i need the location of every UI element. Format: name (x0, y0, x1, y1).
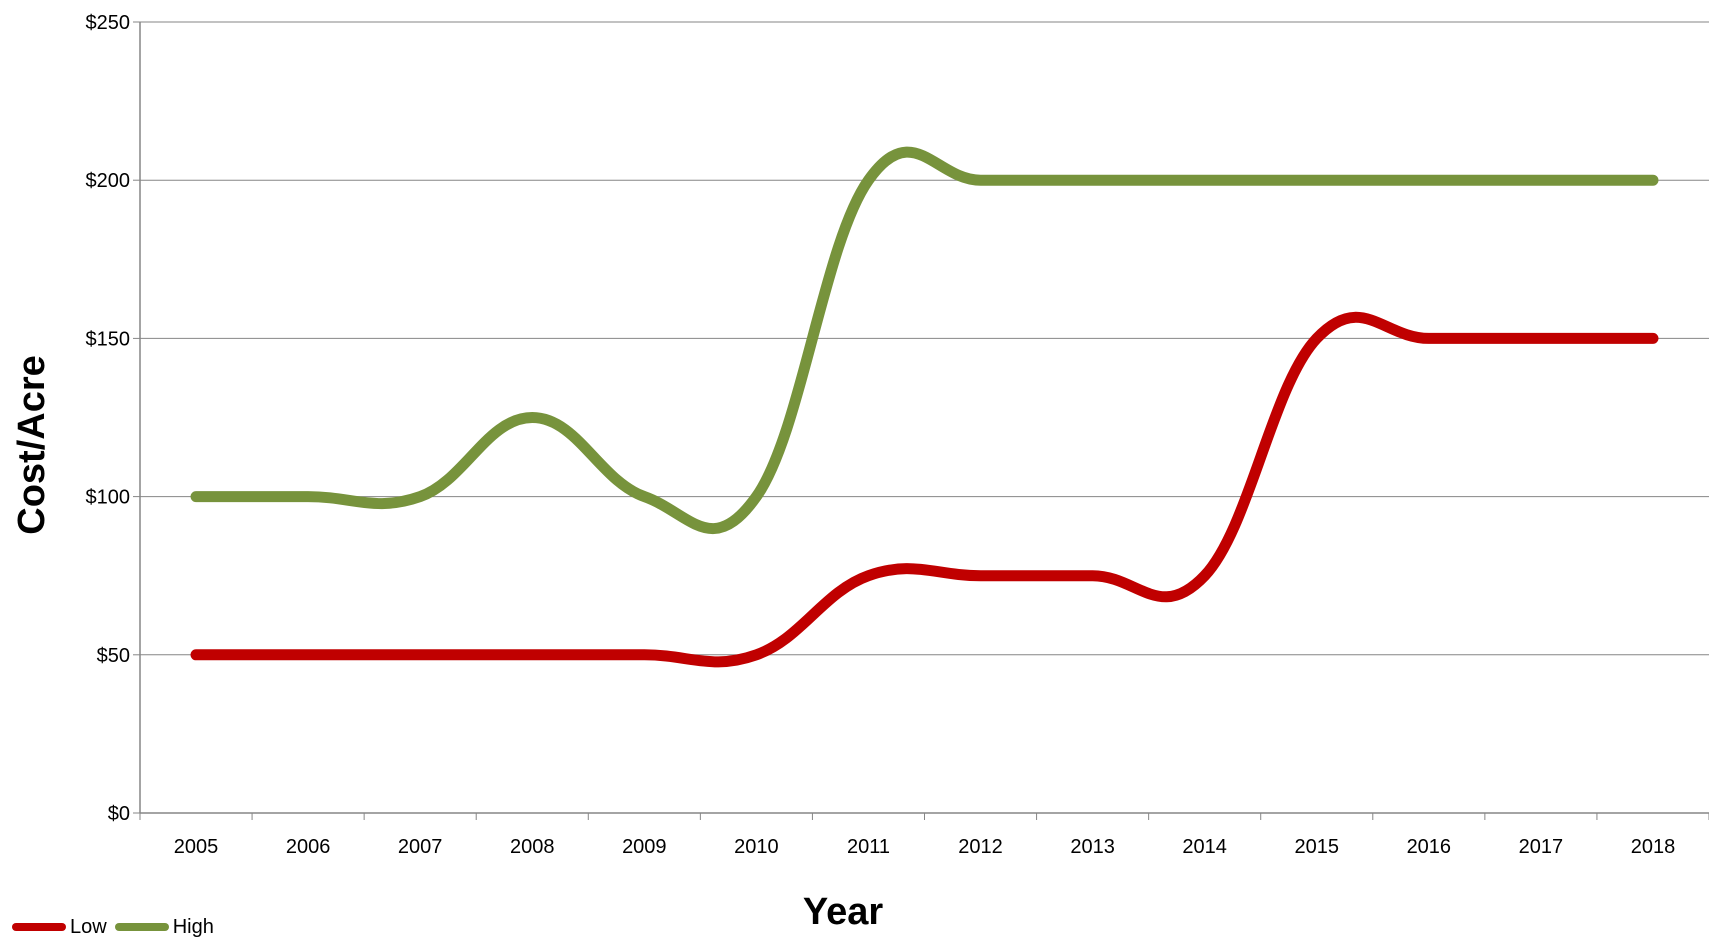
axes (133, 21, 1709, 820)
y-axis-title: Cost/Acre (11, 355, 53, 535)
y-tick-label: $200 (86, 170, 131, 192)
y-tick-label: $100 (86, 487, 131, 509)
x-tick-label: 2016 (1407, 836, 1452, 858)
y-tick-label: $50 (97, 645, 130, 667)
series-line-high (190, 146, 1659, 535)
x-tick-label: 2012 (958, 836, 1003, 858)
x-tick-label: 2010 (734, 836, 779, 858)
x-tick-label: 2013 (1070, 836, 1115, 858)
x-tick-label: 2017 (1519, 836, 1564, 858)
x-tick-label: 2005 (174, 836, 219, 858)
y-tick-label: $150 (86, 328, 131, 350)
series-line-low (190, 311, 1659, 668)
legend-swatch-high (114, 923, 169, 931)
x-tick-label: 2018 (1631, 836, 1676, 858)
x-tick-label: 2007 (398, 836, 443, 858)
y-tick-label: $250 (86, 12, 131, 34)
x-tick-label: 2006 (286, 836, 331, 858)
series-lines (190, 146, 1659, 668)
x-tick-label: 2008 (510, 836, 555, 858)
x-tick-label: 2011 (847, 836, 890, 858)
legend-swatch-low (12, 923, 66, 931)
legend-item-low: Low (12, 916, 107, 939)
legend: Low High (12, 914, 222, 940)
x-tick-label: 2014 (1182, 836, 1227, 858)
legend-item-high: High (114, 915, 214, 939)
x-tick-label: 2009 (622, 836, 667, 858)
y-tick-label: $0 (108, 803, 130, 825)
legend-label-high: High (172, 915, 214, 938)
y-tick-labels: $0 $50 $100 $150 $200 $250 (86, 12, 131, 825)
x-tick-labels: 2005 2006 2007 2008 2009 2010 2011 2012 2013 2014… (174, 836, 1675, 858)
x-tick-label: 2015 (1295, 836, 1340, 858)
x-axis-title: Year (803, 891, 884, 933)
legend-label-low: Low (70, 915, 107, 938)
